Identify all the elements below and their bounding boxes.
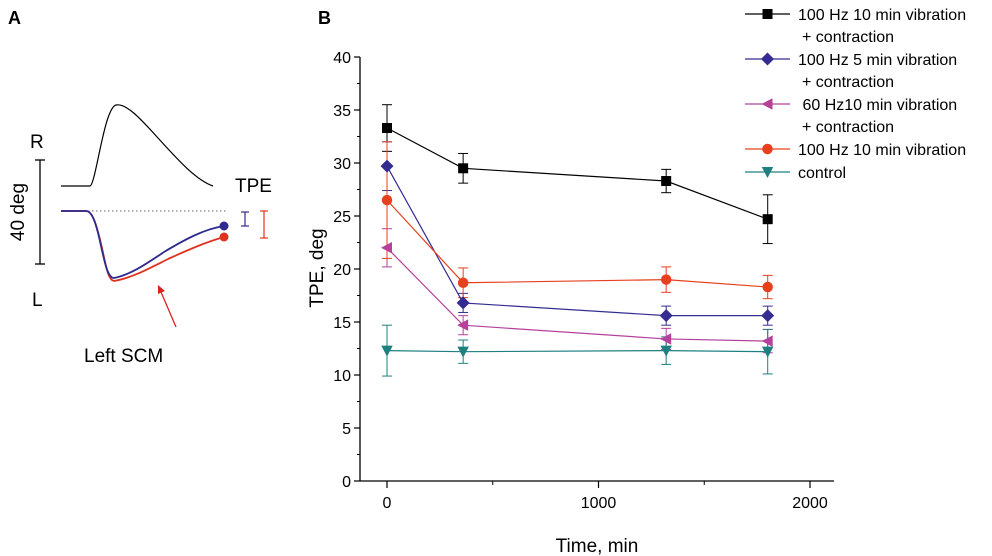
left-direction-label: L [32,290,43,311]
chart-axes: 0 5 10 15 20 25 30 35 40 0 1000 2000 [333,50,834,512]
legend-label: + contraction [802,74,894,91]
legend-item-4: control [745,165,846,182]
data-point-2-3 [761,335,773,347]
legend-item-0: 100 Hz 10 min vibration + contraction [745,7,966,46]
data-point-0-0 [382,123,392,134]
legend-marker [761,167,774,178]
tpe-label: TPE [235,176,272,197]
red-trace-end-dot [219,232,229,242]
legend-marker [762,9,773,19]
legend: 100 Hz 10 min vibration+ contraction100 … [745,7,966,182]
data-point-2-0 [381,242,392,254]
x-tick-label: 1000 [581,495,617,512]
legend-marker [761,98,773,110]
tpe-red-bracket [260,210,268,239]
legend-marker [761,52,774,66]
panel-b: B 0 5 10 15 20 25 30 35 40 0 1000 2000 100 Hz 10 mi… [307,7,966,556]
legend-label: + contraction [802,29,894,46]
head-position-trace [61,104,214,187]
data-point-3-3 [762,281,773,293]
red-trace [61,210,225,282]
series-line-2 [386,247,768,342]
series-line-3 [386,199,768,288]
x-tick-label: 0 [383,495,392,512]
legend-label: 100 Hz 10 min vibration [798,7,966,24]
data-point-4-3 [761,346,774,358]
data-point-4-1 [457,346,469,358]
y-tick-label: 25 [333,209,351,226]
legend-label: 60 Hz10 min vibration [798,97,957,114]
x-tick-label: 2000 [792,495,828,512]
series-markers [380,123,775,358]
arrow-head-icon [158,285,165,294]
data-point-0-1 [458,163,469,174]
series-line-4 [386,350,768,353]
y-tick-label: 5 [342,421,351,438]
legend-item-1: 100 Hz 5 min vibration + contraction [745,52,957,91]
data-point-1-2 [659,309,673,323]
data-point-4-2 [660,345,672,357]
y-tick-label: 35 [333,103,351,120]
arrow-shaft [160,291,177,328]
legend-label: 100 Hz 5 min vibration [798,52,957,69]
series-lines [386,127,768,353]
y-tick-label: 20 [333,262,351,279]
y-axis-label: TPE, deg [307,228,328,307]
panel-a: A 40 deg R L TPE Left [8,8,272,367]
data-point-1-0 [380,159,394,173]
data-point-1-3 [761,309,775,323]
tpe-blue-bracket [241,211,249,227]
legend-item-3: 100 Hz 10 min vibration [745,142,966,159]
panel-b-label: B [318,8,331,28]
data-point-4-0 [381,345,393,357]
legend-label: control [798,165,846,182]
scale-label: 40 deg [8,183,29,241]
y-tick-label: 10 [333,368,351,385]
legend-label: 100 Hz 10 min vibration [798,142,966,159]
legend-marker [762,143,773,155]
data-point-3-1 [457,277,469,289]
y-tick-label: 40 [333,50,351,67]
blue-trace [61,210,225,279]
y-tick-label: 15 [333,315,351,332]
data-point-2-1 [457,319,469,331]
data-point-3-0 [381,194,393,206]
legend-item-2: 60 Hz10 min vibration + contraction [745,97,957,136]
right-direction-label: R [30,132,44,153]
series-line-1 [386,165,768,317]
y-tick-label: 0 [342,474,351,491]
data-point-0-3 [762,214,773,225]
blue-trace-end-dot [219,221,229,231]
x-axis-label: Time, min [556,536,639,556]
y-tick-label: 30 [333,156,351,173]
data-point-2-2 [660,333,672,345]
data-point-1-1 [456,296,470,310]
error-bars [382,104,773,377]
panel-a-label: A [8,8,21,28]
muscle-label: Left SCM [84,346,163,367]
data-point-3-2 [660,274,672,285]
series-line-0 [386,127,768,220]
legend-label: + contraction [802,119,894,136]
data-point-0-2 [661,176,672,187]
